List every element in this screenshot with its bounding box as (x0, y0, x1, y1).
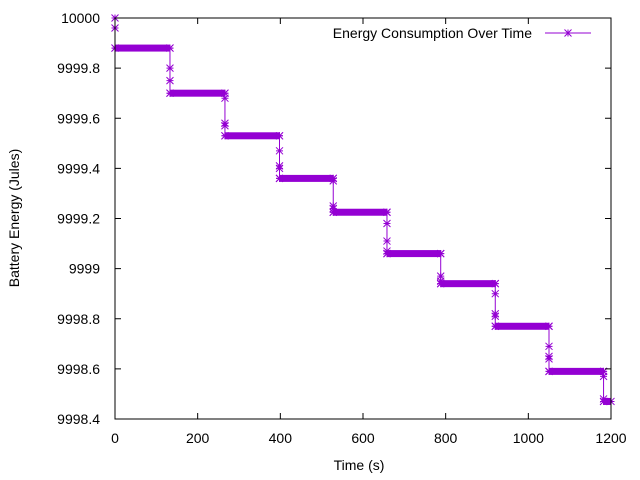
drop-marker (491, 322, 500, 331)
y-tick-label: 10000 (61, 10, 100, 26)
drop-marker (491, 279, 500, 288)
x-tick-label: 1000 (513, 430, 544, 446)
drop-marker (275, 164, 284, 173)
y-tick-label: 9998.4 (57, 411, 100, 427)
x-tick-label: 800 (434, 430, 458, 446)
series-layer (111, 14, 615, 406)
y-tick-label: 9999.8 (57, 60, 100, 76)
drop-marker (275, 146, 284, 155)
x-tick-label: 200 (186, 430, 210, 446)
drop-marker (221, 89, 229, 98)
drop-marker (599, 397, 608, 406)
x-tick-label: 400 (269, 430, 293, 446)
y-tick-label: 9999.4 (57, 160, 100, 176)
ticks-layer: 0 200 400 600 800 1000 1200 9998.4 9998.6 9998.8 9… (57, 10, 627, 446)
drop-marker (383, 219, 391, 228)
legend-marker (564, 29, 572, 37)
drop-marker (436, 249, 445, 258)
drop-marker (221, 131, 229, 140)
drop-marker (436, 279, 445, 288)
y-tick-label: 9999.2 (57, 211, 100, 227)
drop-marker (545, 354, 553, 363)
x-tick-label: 0 (111, 430, 119, 446)
y-axis-label: Battery Energy (Jules) (6, 149, 22, 288)
drop-marker (221, 94, 229, 103)
x-tick-label: 1200 (595, 430, 626, 446)
drop-marker (436, 272, 445, 280)
y-tick-label: 9999.6 (57, 110, 100, 126)
x-axis-label: Time (s) (334, 457, 385, 473)
drop-marker (329, 208, 338, 217)
drop-marker (221, 121, 229, 130)
drop-marker (383, 249, 391, 258)
drop-marker (329, 177, 338, 185)
drop-marker (599, 372, 608, 381)
drop-marker (166, 76, 174, 85)
drop-marker (383, 208, 391, 217)
legend: Energy Consumption Over Time (333, 25, 591, 41)
drop-marker (166, 64, 174, 72)
drop-marker (166, 44, 174, 52)
drop-marker (275, 131, 284, 140)
drop-marker (329, 204, 338, 213)
drop-marker (491, 312, 500, 321)
drop-marker (599, 367, 608, 376)
y-tick-label: 9998.8 (57, 311, 100, 327)
drop-marker (166, 89, 174, 98)
drop-marker (491, 289, 500, 298)
legend-label: Energy Consumption Over Time (333, 25, 532, 41)
y-tick-label: 9998.6 (57, 361, 100, 377)
drop-marker (545, 322, 553, 331)
drop-marker (383, 237, 391, 245)
drop-marker (545, 342, 553, 351)
drop-marker (275, 174, 284, 183)
legend-swatch (545, 29, 591, 37)
series-0 (111, 14, 615, 406)
y-tick-label: 9999 (69, 261, 100, 277)
plot-frame (114, 17, 612, 420)
drop-marker (545, 367, 553, 376)
x-tick-label: 600 (351, 430, 375, 446)
